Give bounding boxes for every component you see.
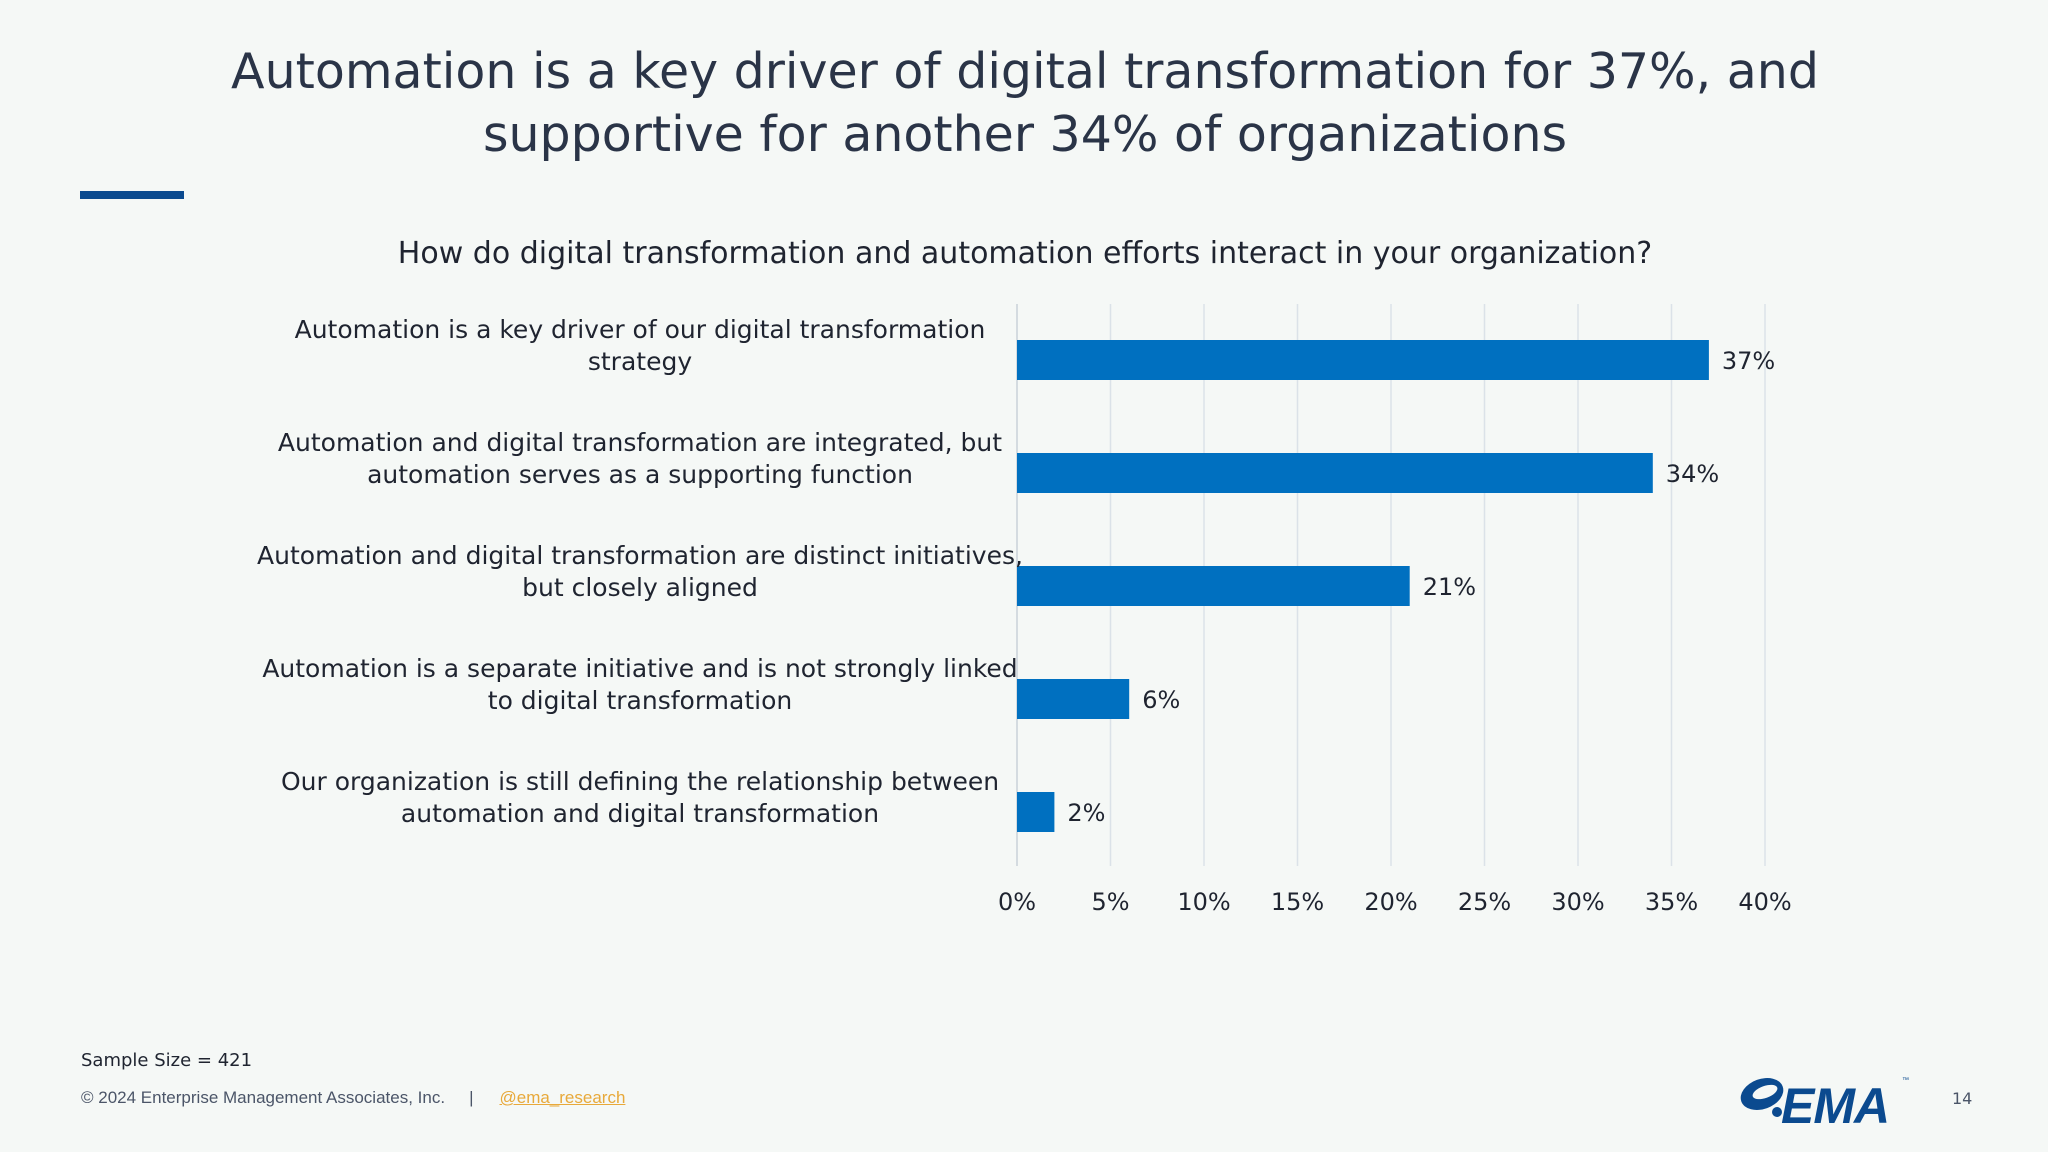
category-label-line: but closely aligned <box>522 573 758 602</box>
chart-title: How do digital transformation and automa… <box>397 236 1653 271</box>
x-tick-label: 40% <box>1738 888 1791 916</box>
x-tick-label: 20% <box>1364 888 1417 916</box>
logo-trademark: ™ <box>1902 1077 1909 1084</box>
category-label-line: automation serves as a supporting functi… <box>367 460 913 489</box>
category-label: Automation is a separate initiative and … <box>262 654 1017 715</box>
category-label-line: to digital transformation <box>488 686 792 715</box>
social-handle-link[interactable]: @ema_research <box>499 1088 626 1107</box>
ema-logo: EMA ™ <box>1740 1077 1909 1128</box>
bar-value-label: 37% <box>1722 347 1775 375</box>
category-label-line: Our organization is still defining the r… <box>281 767 999 796</box>
bar-value-label: 34% <box>1666 460 1719 488</box>
logo-wordmark: EMA <box>1781 1078 1889 1128</box>
copyright-text: © 2024 Enterprise Management Associates,… <box>81 1088 446 1107</box>
logo-swoosh-icon <box>1740 1078 1784 1117</box>
bar <box>1017 566 1410 606</box>
bar-value-label: 2% <box>1067 799 1105 827</box>
x-tick-label: 30% <box>1551 888 1604 916</box>
footer: © 2024 Enterprise Management Associates,… <box>81 1088 625 1108</box>
x-tick-label: 25% <box>1458 888 1511 916</box>
category-label-line: strategy <box>588 347 692 376</box>
bar <box>1017 792 1055 832</box>
category-label-line: Automation and digital transformation ar… <box>257 541 1023 570</box>
title-accent-rule <box>80 191 184 199</box>
page-number: 14 <box>1952 1089 1973 1108</box>
slide-title: Automation is a key driver of digital tr… <box>231 43 1819 163</box>
bar <box>1017 679 1130 719</box>
bar <box>1017 453 1653 493</box>
footer-separator: | <box>469 1088 474 1107</box>
category-label: Automation and digital transformation ar… <box>257 541 1023 602</box>
bar-value-label: 21% <box>1423 573 1476 601</box>
category-label: Automation and digital transformation ar… <box>278 428 1002 489</box>
category-label-line: Automation and digital transformation ar… <box>278 428 1002 457</box>
bar <box>1017 340 1709 380</box>
category-label-line: Automation is a key driver of our digita… <box>295 315 986 344</box>
x-tick-label: 5% <box>1091 888 1129 916</box>
x-tick-label: 10% <box>1177 888 1230 916</box>
x-tick-label: 15% <box>1271 888 1324 916</box>
category-label-line: Automation is a separate initiative and … <box>262 654 1017 683</box>
x-tick-label: 35% <box>1645 888 1698 916</box>
x-tick-label: 0% <box>998 888 1036 916</box>
sample-size-note: Sample Size = 421 <box>81 1050 253 1071</box>
category-label: Our organization is still defining the r… <box>281 767 999 828</box>
category-label: Automation is a key driver of our digita… <box>295 315 986 376</box>
category-label-line: automation and digital transformation <box>401 799 879 828</box>
bar-value-label: 6% <box>1142 686 1180 714</box>
